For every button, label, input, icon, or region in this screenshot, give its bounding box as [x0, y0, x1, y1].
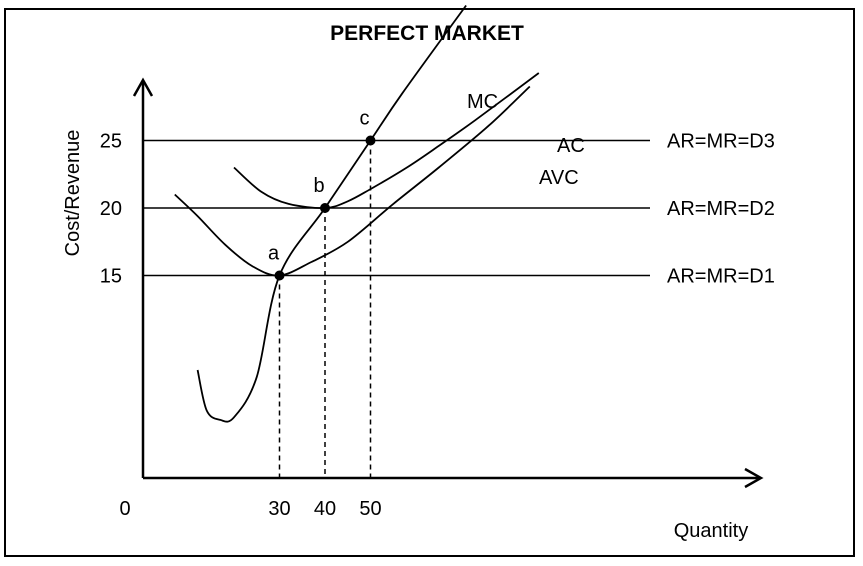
- x-tick-label: 50: [359, 498, 381, 520]
- point-label-a: a: [268, 243, 280, 265]
- curve-mc: [196, 4, 467, 423]
- y-tick-label: 20: [100, 198, 122, 220]
- point-label-b: b: [313, 175, 324, 197]
- cost-curves: MC AC AVC: [174, 4, 585, 423]
- x-axis-label: Quantity: [674, 520, 748, 542]
- x-tick-labels: 30 40 50: [268, 498, 381, 520]
- curve-label-avc: AVC: [539, 167, 579, 189]
- y-axis-label: Cost/Revenue: [62, 130, 84, 257]
- x-tick-label: 40: [314, 498, 336, 520]
- y-axis-arrow: [132, 77, 154, 97]
- curve-label-mc: MC: [467, 91, 498, 113]
- revenue-line-label-ar-mr-d2: AR=MR=D2: [667, 198, 775, 220]
- equilibrium-points: a b c: [268, 108, 376, 281]
- y-tick-labels: 15 20 25: [100, 131, 122, 288]
- revenue-line-label-ar-mr-d3: AR=MR=D3: [667, 131, 775, 153]
- drop-lines: [278, 140, 372, 478]
- y-tick-label: 25: [100, 131, 122, 153]
- x-tick-label: 30: [268, 498, 290, 520]
- point-marker-b: [320, 203, 330, 213]
- revenue-lines: AR=MR=D3 AR=MR=D2 AR=MR=D1: [143, 131, 775, 288]
- point-label-c: c: [360, 108, 370, 130]
- curve-avc: [174, 85, 531, 277]
- origin-label: 0: [119, 498, 130, 520]
- revenue-line-label-ar-mr-d1: AR=MR=D1: [667, 266, 775, 288]
- axes: [132, 77, 764, 489]
- x-axis-arrow: [744, 467, 764, 489]
- point-marker-a: [274, 270, 285, 281]
- point-marker-c: [365, 135, 376, 146]
- curve-ac: [233, 72, 540, 209]
- chart-title: PERFECT MARKET: [330, 22, 524, 45]
- y-tick-label: 15: [100, 266, 122, 288]
- chart-frame: [4, 8, 855, 557]
- curve-label-ac: AC: [557, 135, 585, 157]
